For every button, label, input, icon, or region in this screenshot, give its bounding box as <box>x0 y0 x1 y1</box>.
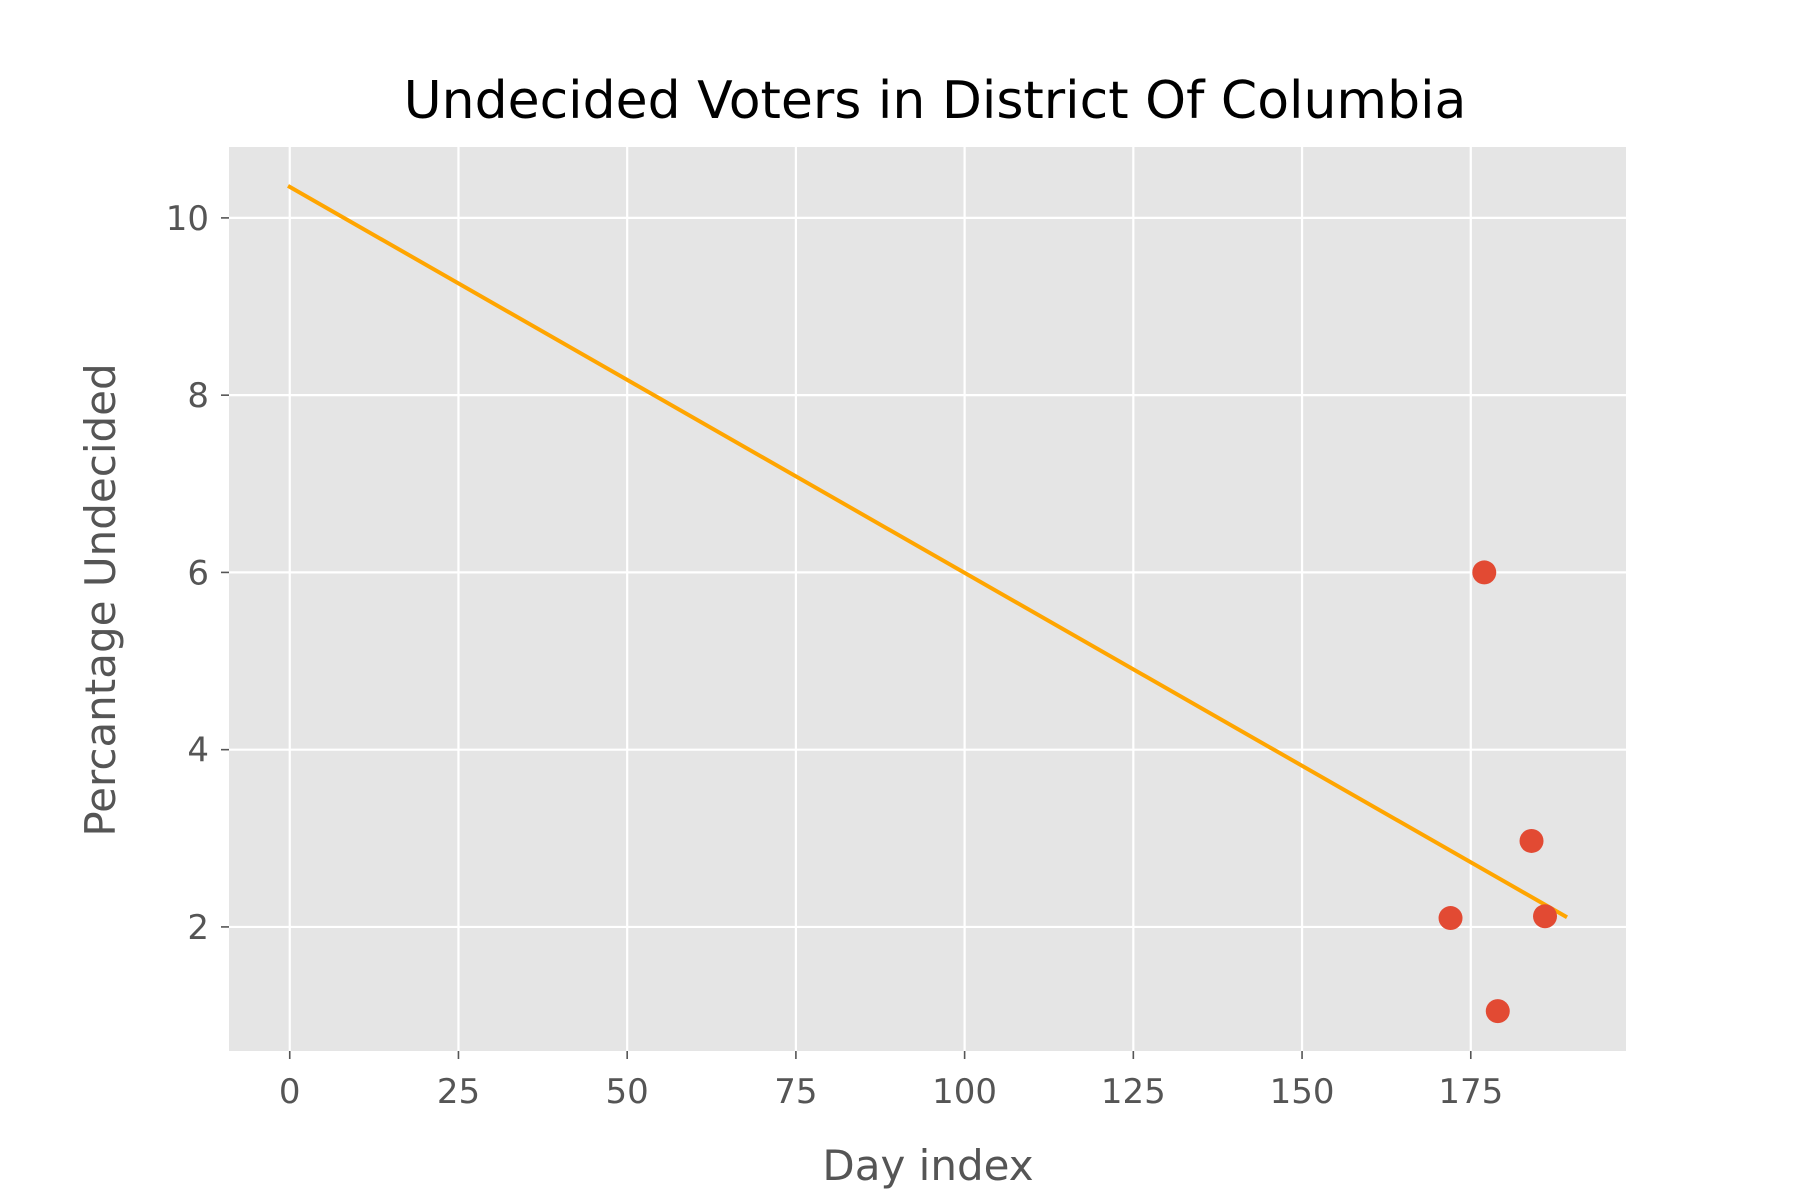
data-point <box>1485 999 1510 1024</box>
x-tick-label: 25 <box>437 1072 480 1112</box>
x-tick-label: 0 <box>279 1072 301 1112</box>
y-gridlines <box>229 216 1626 929</box>
x-tick-label: 150 <box>1270 1072 1335 1112</box>
y-tick-label: 4 <box>187 731 209 771</box>
data-point <box>1519 828 1544 853</box>
data-point <box>1533 904 1558 929</box>
chart-title: Undecided Voters in District Of Columbia <box>404 71 1467 131</box>
x-axis-label: Day index <box>822 1141 1033 1190</box>
y-tick-label: 2 <box>187 908 209 948</box>
y-axis-label: Percantage Undecided <box>76 363 125 836</box>
x-tick-label: 50 <box>606 1072 649 1112</box>
y-tick-label: 8 <box>187 376 209 416</box>
plot-area <box>229 147 1626 1051</box>
y-axis-ticks: 2 4 6 8 10 <box>166 199 229 948</box>
y-tick-label: 10 <box>166 199 209 239</box>
x-tick-label: 125 <box>1101 1072 1166 1112</box>
x-tick-label: 75 <box>774 1072 817 1112</box>
x-tick-label: 175 <box>1438 1072 1503 1112</box>
y-tick-label: 6 <box>187 553 209 593</box>
x-tick-label: 100 <box>932 1072 997 1112</box>
data-point <box>1472 560 1497 585</box>
data-point <box>1438 906 1463 931</box>
x-gridlines <box>288 147 1472 1051</box>
series-layer <box>287 184 1568 1024</box>
x-axis-ticks: 0 25 50 75 100 125 150 175 <box>279 1051 1503 1112</box>
trend-line <box>287 184 1568 920</box>
